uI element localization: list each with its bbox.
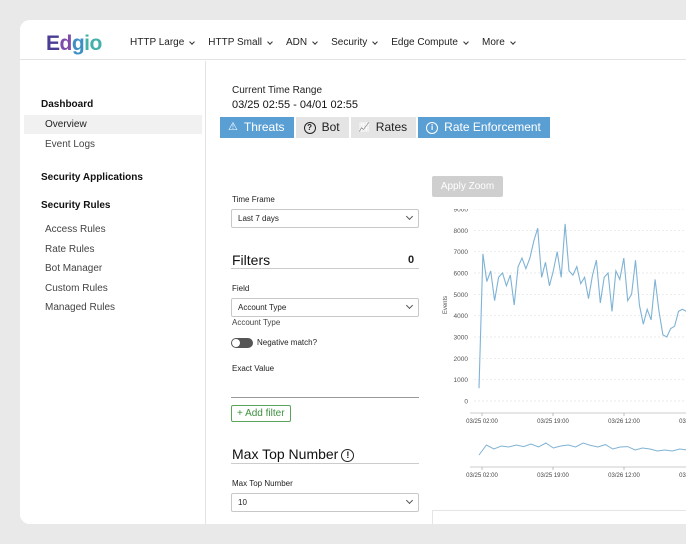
- y-tick-label: 9000: [454, 209, 469, 214]
- sidebar-item-event-logs[interactable]: Event Logs: [45, 139, 96, 150]
- bottom-panel: [432, 510, 686, 524]
- nav-item-label: HTTP Small: [208, 37, 263, 48]
- y-tick-label: 6000: [454, 271, 469, 278]
- nav-item-label: More: [481, 37, 505, 48]
- tab-label: Bot: [321, 120, 340, 134]
- nav-item-label: Security: [331, 37, 368, 48]
- apply-zoom-button[interactable]: Apply Zoom: [432, 176, 503, 197]
- chevron-down-icon: [312, 38, 318, 45]
- field-label: Field: [232, 284, 250, 293]
- sidebar-item-bot-manager[interactable]: Bot Manager: [45, 263, 103, 274]
- sidebar-item-access-rules[interactable]: Access Rules: [45, 224, 106, 235]
- chevron-down-icon: [509, 38, 516, 45]
- y-tick-label: 8000: [454, 228, 469, 235]
- nav-item-security[interactable]: Security: [331, 37, 379, 48]
- overview-x-tick-label: 03/26 12:00: [608, 473, 640, 479]
- sidebar-heading-security-applications[interactable]: Security Applications: [41, 172, 143, 183]
- y-tick-label: 4000: [454, 313, 469, 320]
- top-nav: Edgio HTTP Large HTTP Small ADN Security Edg…: [20, 20, 686, 60]
- overview-x-tick-label: 03/27 05:00: [679, 473, 686, 479]
- events-chart[interactable]: 0 1000 2000 3000 4000 5000 6000 7000 8000 9000 Eve…: [432, 209, 686, 484]
- exact-value-input[interactable]: [231, 397, 419, 398]
- time-frame-label: Time Frame: [232, 195, 275, 204]
- overview-series-line: [478, 442, 686, 456]
- edgio-logo[interactable]: Edgio: [46, 32, 102, 55]
- max-top-value: 10: [238, 498, 247, 507]
- field-select[interactable]: Account Type: [231, 298, 419, 317]
- max-top-title: Max Top Number!: [232, 446, 355, 462]
- max-top-title-text: Max Top Number: [232, 446, 339, 462]
- filters-divider: [231, 268, 419, 269]
- time-frame-value: Last 7 days: [238, 214, 279, 223]
- y-axis-label: Events: [443, 296, 449, 314]
- max-top-label: Max Top Number: [232, 479, 293, 488]
- x-tick-label: 03/27 05:00: [679, 419, 686, 425]
- warning-icon: ⚠: [228, 121, 238, 133]
- tab-label: Rates: [375, 120, 408, 134]
- info-icon[interactable]: !: [341, 449, 355, 462]
- field-hint: Account Type: [232, 318, 281, 327]
- nav-item-label: HTTP Large: [130, 37, 185, 48]
- tab-label: Threats: [243, 120, 285, 134]
- filters-count: 0: [408, 254, 415, 266]
- x-tick-label: 03/25 19:00: [537, 419, 569, 425]
- y-tick-label: 3000: [454, 335, 469, 342]
- chart-icon: 📈: [358, 122, 370, 132]
- time-frame-select[interactable]: Last 7 days: [231, 209, 419, 228]
- chevron-down-icon: [267, 38, 273, 45]
- sidebar-item-custom-rules[interactable]: Custom Rules: [45, 283, 108, 294]
- series-line-events: [478, 223, 686, 389]
- tab-rate-enforcement[interactable]: i Rate Enforcement: [418, 117, 550, 138]
- y-tick-label: 2000: [454, 356, 469, 363]
- tab-label: Rate Enforcement: [444, 120, 541, 134]
- field-value: Account Type: [238, 303, 287, 312]
- negative-match-toggle[interactable]: [231, 338, 253, 348]
- nav-item-http-large[interactable]: HTTP Large: [130, 37, 196, 48]
- max-top-select[interactable]: 10: [231, 493, 419, 512]
- x-tick-label: 03/26 12:00: [608, 419, 640, 425]
- y-tick-label: 5000: [454, 292, 469, 299]
- chevron-down-icon: [372, 38, 379, 45]
- add-filter-button[interactable]: + Add filter: [231, 405, 291, 422]
- bot-icon: ?: [303, 121, 316, 134]
- main-content: Current Time Range 03/25 02:55 - 04/01 0…: [207, 61, 686, 524]
- chevron-down-icon: [405, 212, 414, 221]
- negative-match-label: Negative match?: [257, 338, 318, 347]
- sidebar-item-rate-rules[interactable]: Rate Rules: [45, 244, 95, 255]
- toggle-knob: [232, 339, 240, 347]
- nav-item-edge-compute[interactable]: Edge Compute: [391, 37, 469, 48]
- app-window: Edgio HTTP Large HTTP Small ADN Security Edg…: [20, 20, 686, 524]
- tab-rates[interactable]: 📈 Rates: [350, 117, 417, 138]
- nav-item-adn[interactable]: ADN: [286, 37, 318, 48]
- time-range-title: Current Time Range: [232, 85, 323, 96]
- y-tick-label: 1000: [454, 377, 469, 384]
- info-icon: i: [426, 121, 439, 134]
- y-tick-label: 7000: [454, 249, 469, 256]
- sidebar-item-overview[interactable]: Overview: [24, 115, 202, 134]
- tab-bar: ⚠ Threats? Bot 📈 Rates i Rate Enforcement: [220, 117, 550, 138]
- chevron-down-icon: [405, 301, 414, 310]
- filters-title: Filters: [232, 252, 271, 268]
- tab-threats[interactable]: ⚠ Threats: [220, 117, 294, 138]
- y-tick-label: 0: [464, 399, 468, 406]
- nav-item-http-small[interactable]: HTTP Small: [208, 37, 273, 48]
- nav-menu: HTTP Large HTTP Small ADN Security Edge Comp…: [130, 37, 516, 48]
- x-tick-label: 03/25 02:00: [466, 419, 498, 425]
- nav-item-label: Edge Compute: [391, 37, 458, 48]
- tab-bot[interactable]: ? Bot: [295, 117, 349, 138]
- chevron-down-icon: [405, 496, 414, 505]
- nav-item-label: ADN: [286, 37, 308, 48]
- chevron-down-icon: [189, 38, 196, 45]
- sidebar-item-managed-rules[interactable]: Managed Rules: [45, 302, 116, 313]
- time-range-value: 03/25 02:55 - 04/01 02:55: [232, 99, 358, 111]
- overview-x-tick-label: 03/25 02:00: [466, 473, 498, 479]
- sidebar-heading-security-rules: Security Rules: [41, 200, 111, 211]
- max-top-divider: [231, 463, 419, 464]
- sidebar-heading-dashboard: Dashboard: [41, 99, 94, 110]
- nav-item-more[interactable]: More: [481, 37, 516, 48]
- sidebar: Dashboard Overview Event Logs Security A…: [20, 61, 206, 524]
- exact-value-label: Exact Value: [232, 364, 275, 373]
- overview-x-tick-label: 03/25 19:00: [537, 473, 569, 479]
- chevron-down-icon: [463, 38, 469, 45]
